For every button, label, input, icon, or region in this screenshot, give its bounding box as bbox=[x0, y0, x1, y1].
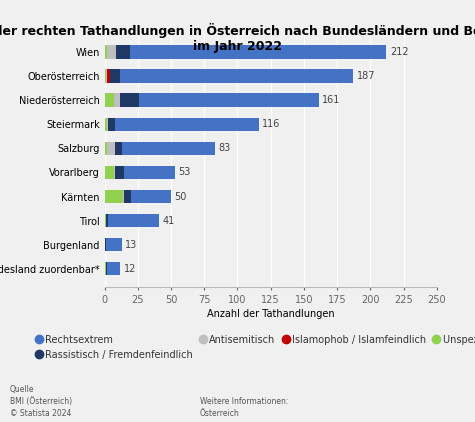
Bar bbox=[107, 45, 116, 59]
Bar bbox=[123, 190, 124, 203]
Text: Weitere Informationen:
Österreich: Weitere Informationen: Österreich bbox=[200, 397, 288, 418]
Bar bbox=[131, 190, 171, 203]
Bar bbox=[104, 214, 106, 227]
Bar bbox=[108, 118, 115, 131]
Bar bbox=[104, 118, 107, 131]
Bar bbox=[122, 142, 215, 155]
Text: 187: 187 bbox=[357, 71, 375, 81]
Bar bbox=[104, 69, 106, 83]
Bar bbox=[108, 214, 159, 227]
Text: 12: 12 bbox=[124, 264, 136, 274]
Text: 161: 161 bbox=[322, 95, 340, 105]
Text: 13: 13 bbox=[125, 240, 137, 250]
Bar bbox=[104, 166, 114, 179]
Bar bbox=[110, 69, 121, 83]
Bar bbox=[106, 69, 107, 83]
Bar bbox=[115, 166, 124, 179]
Text: 53: 53 bbox=[178, 168, 190, 177]
Bar bbox=[104, 45, 107, 59]
Bar bbox=[106, 262, 107, 276]
Text: 212: 212 bbox=[390, 47, 408, 57]
Bar bbox=[121, 69, 353, 83]
Text: 41: 41 bbox=[162, 216, 175, 226]
Text: Quelle
BMI (Österreich)
© Statista 2024: Quelle BMI (Österreich) © Statista 2024 bbox=[10, 385, 72, 418]
Bar bbox=[104, 190, 123, 203]
Bar bbox=[115, 142, 122, 155]
X-axis label: Anzahl der Tathandlungen: Anzahl der Tathandlungen bbox=[207, 309, 334, 319]
Bar bbox=[104, 238, 106, 252]
Text: 50: 50 bbox=[174, 192, 187, 202]
Bar bbox=[124, 166, 175, 179]
Bar bbox=[115, 118, 259, 131]
Legend: Rechtsextrem, Rassistisch / Fremdenfeindlich, Antisemitisch, Islamophob / Islamf: Rechtsextrem, Rassistisch / Fremdenfeind… bbox=[36, 335, 475, 360]
Text: 116: 116 bbox=[262, 119, 280, 129]
Bar bbox=[104, 94, 114, 107]
Bar bbox=[114, 94, 121, 107]
Bar bbox=[107, 262, 121, 276]
Bar bbox=[106, 214, 108, 227]
Text: Anzahl der rechten Tathandlungen in Österreich nach Bundesländern und Bereichen
: Anzahl der rechten Tathandlungen in Öste… bbox=[0, 23, 475, 53]
Bar bbox=[139, 94, 319, 107]
Bar bbox=[106, 238, 122, 252]
Text: 83: 83 bbox=[218, 143, 230, 153]
Bar bbox=[107, 69, 110, 83]
Bar bbox=[104, 262, 106, 276]
Bar bbox=[121, 94, 139, 107]
Bar bbox=[104, 142, 107, 155]
Bar bbox=[130, 45, 387, 59]
Bar bbox=[107, 142, 115, 155]
Bar bbox=[107, 118, 108, 131]
Bar bbox=[124, 190, 131, 203]
Bar bbox=[116, 45, 130, 59]
Bar bbox=[114, 166, 115, 179]
